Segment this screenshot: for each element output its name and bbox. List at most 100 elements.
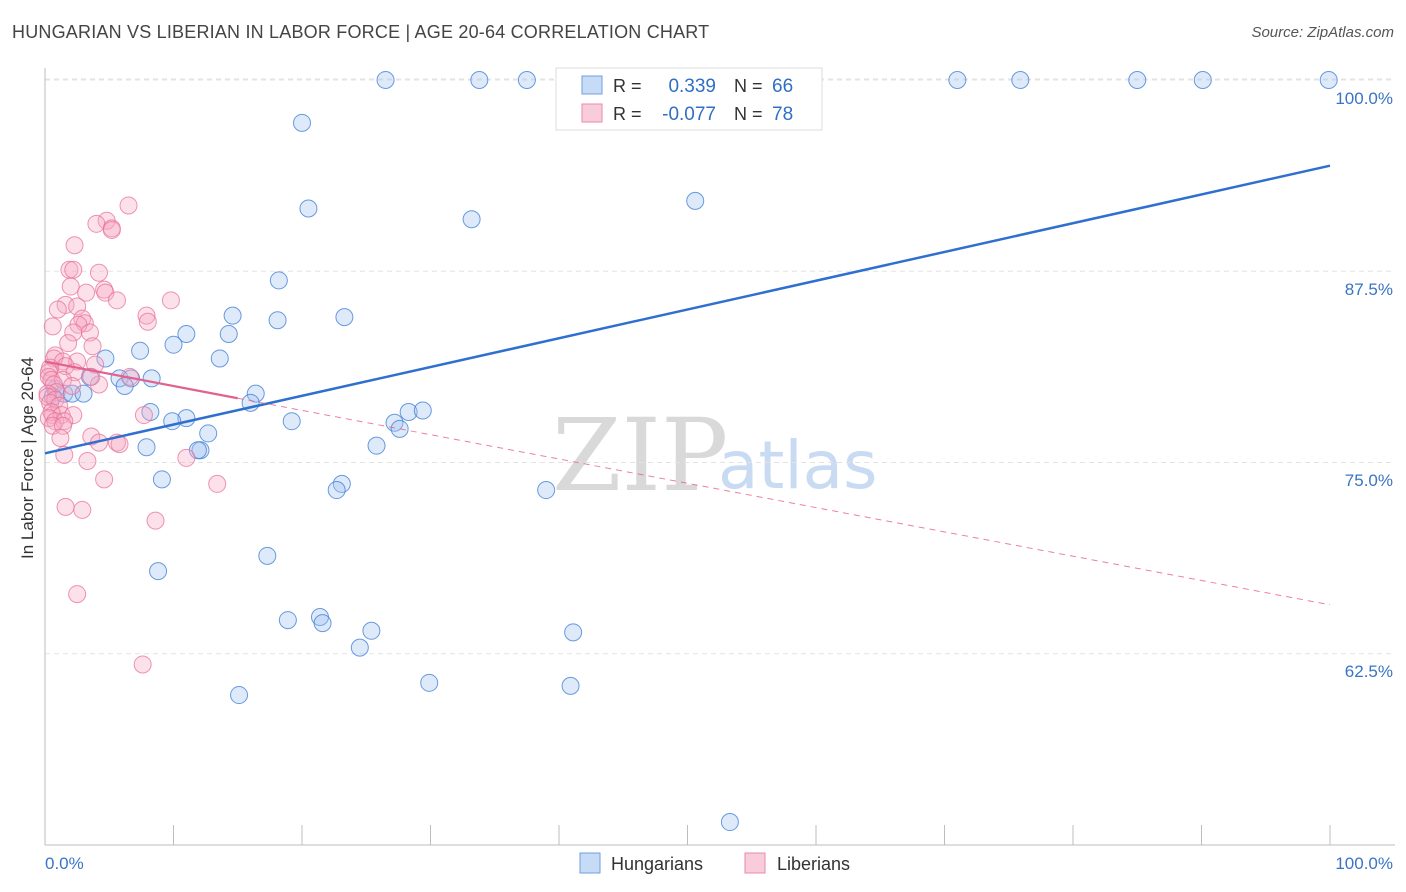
y-tick-label-62-5: 62.5% [1345,662,1393,681]
liberians-point-18 [137,306,156,325]
liberians-point-22 [138,312,157,331]
x-tick-label-0: 0.0% [45,854,84,873]
liberians-point-71 [56,497,75,516]
y-tick-label-87-5: 87.5% [1345,280,1393,299]
liberians-point-26 [59,334,78,353]
liberians-point-9 [61,277,80,296]
liberians-point-44 [62,377,81,395]
liberians-point-42 [82,367,101,386]
hungarians-point-20 [210,349,229,368]
gridlines [45,78,1395,655]
stats-legend: R = 0.339 N = 66 R = -0.077 N = 78 [555,67,823,131]
hungarians-point-14 [268,311,287,330]
legend-n-label-pink: N = [734,104,763,124]
hungarians-point-13 [269,271,288,290]
x-axis-ticks [44,825,1331,845]
liberians-point-25 [80,323,99,342]
legend-r-label-blue: R = [613,76,642,96]
legend-n-value-blue: 66 [772,76,793,97]
liberians-point-27 [83,337,102,356]
series-legend: Hungarians Liberians [579,852,850,874]
hungarians-point-50 [327,481,346,500]
liberians-point-17 [48,300,67,319]
liberians-point-55 [134,406,153,425]
trend-lines [44,164,1331,606]
liberians-point-41 [89,375,108,394]
liberians-trend-extension [237,397,1331,606]
legend-r-value-pink: -0.077 [662,104,716,125]
hungarians-point-15 [223,306,242,325]
liberians-point-68 [177,448,196,467]
hungarians-point-12 [686,191,705,210]
legend-swatch-blue [581,75,603,95]
hungarians-point-22 [96,349,115,368]
legend-n-value-pink: 78 [772,104,793,125]
hungarians-point-11 [462,210,481,229]
series-legend-swatch-hungarians [579,852,601,874]
liberians-trend-line [44,360,238,400]
y-axis-title: In Labor Force | Age 20-64 [18,357,37,559]
hungarians-point-6 [1193,71,1212,89]
hungarians-point-40 [413,401,432,420]
liberians-point-67 [78,451,97,470]
liberians-point-0 [119,196,138,215]
hungarians-point-63 [720,813,739,832]
liberians-point-10 [95,280,114,299]
x-tick-labels: 0.0% 100.0% [45,854,1393,873]
hungarians-point-33 [246,384,265,403]
hungarians-point-5 [1128,71,1147,89]
liberians-point-4 [102,220,121,239]
liberians-point-2 [87,214,106,233]
liberians-point-23 [43,317,62,336]
hungarians-point-2 [517,71,536,89]
y-tick-label-100: 100.0% [1335,89,1393,108]
legend-r-label-pink: R = [613,104,642,124]
liberians-point-45 [47,383,66,402]
hungarians-point-56 [278,611,297,630]
hungarians-point-53 [149,562,168,581]
watermark-zip: ZIP [552,397,728,514]
hungarians-point-58 [350,638,369,657]
hungarians-point-7 [1011,71,1030,89]
hungarians-point-48 [152,470,171,489]
hungarians-point-49 [332,474,351,493]
liberians-point-73 [146,511,165,530]
liberians-point-14 [161,291,180,310]
hungarians-point-41 [199,424,218,443]
liberians-point-72 [73,500,92,519]
hungarians-point-60 [420,673,439,692]
hungarians-point-26 [142,369,161,388]
hungarians-point-39 [399,403,418,422]
series-legend-label-liberians: Liberians [777,854,850,874]
liberians-point-75 [133,655,152,674]
hungarians-point-0 [376,71,395,89]
hungarians-point-8 [1319,71,1338,89]
legend-n-label-blue: N = [734,76,763,96]
hungarians-point-16 [335,308,354,327]
hungarians-point-18 [177,324,196,343]
source-label: Source: ZipAtlas.com [1251,24,1394,41]
hungarians-point-21 [131,341,150,360]
y-tick-labels: 100.0% 87.5% 75.0% 62.5% [1335,89,1393,681]
hungarians-point-1 [470,71,489,89]
hungarians-trend-line [44,164,1331,455]
legend-swatch-pink [581,103,603,123]
liberians-point-5 [65,236,84,255]
hungarians-point-62 [230,686,249,705]
liberians-point-62 [51,429,70,448]
liberians-point-74 [68,585,87,604]
x-tick-label-100: 100.0% [1335,854,1393,873]
y-tick-label-75: 75.0% [1345,471,1393,490]
liberians-point-70 [208,474,227,493]
hungarians-point-38 [282,412,301,431]
series-legend-swatch-liberians [744,852,766,874]
liberians-point-32 [86,355,105,374]
hungarians-point-46 [137,438,156,457]
hungarians-point-51 [537,481,556,500]
watermark-atlas: atlas [718,427,878,504]
watermark: ZIP atlas [552,397,878,514]
liberians-point-11 [77,283,96,302]
hungarians-point-19 [164,335,183,354]
series-legend-label-hungarians: Hungarians [611,854,703,874]
hungarians-point-47 [367,436,386,455]
